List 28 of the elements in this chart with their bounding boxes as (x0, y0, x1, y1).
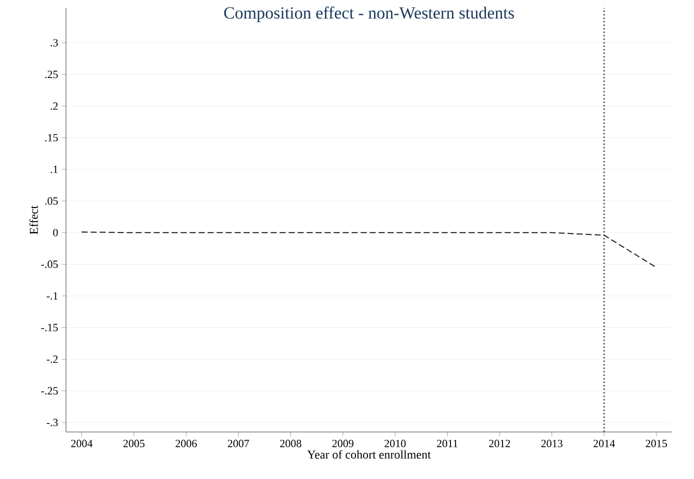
x-axis-title: Year of cohort enrollment (307, 450, 431, 459)
y-tick-label: .05 (45, 197, 58, 205)
x-tick-label: 2006 (176, 440, 197, 448)
x-tick-label: 2013 (541, 440, 562, 448)
x-tick-label: 2014 (594, 440, 615, 448)
y-tick-label: 0 (53, 228, 58, 236)
x-tick-label: 2012 (489, 440, 510, 448)
x-tick-label: 2011 (437, 440, 458, 448)
y-tick-label: -.25 (41, 387, 58, 395)
x-tick-label: 2015 (646, 440, 667, 448)
y-tick-label: -.15 (41, 324, 58, 332)
y-tick-label: .15 (45, 134, 58, 142)
x-tick-label: 2009 (332, 440, 354, 448)
y-tick-label: -.1 (46, 292, 58, 300)
chart-title: Composition effect - non-Western students (224, 6, 514, 22)
x-tick-label: 2004 (71, 440, 93, 448)
y-tick-label: -.3 (46, 418, 58, 426)
x-tick-label: 2010 (384, 440, 406, 448)
x-tick-label: 2008 (280, 440, 302, 448)
y-tick-label: -.2 (46, 356, 58, 363)
y-tick-label: .25 (45, 70, 58, 78)
y-tick-label: -.05 (41, 260, 58, 268)
y-tick-label: .1 (50, 166, 58, 174)
y-tick-label: .3 (50, 39, 58, 47)
x-tick-label: 2005 (123, 440, 144, 448)
x-tick-label: 2007 (228, 440, 250, 448)
y-axis-title: Effect (29, 206, 38, 234)
y-tick-label: .2 (50, 102, 58, 110)
